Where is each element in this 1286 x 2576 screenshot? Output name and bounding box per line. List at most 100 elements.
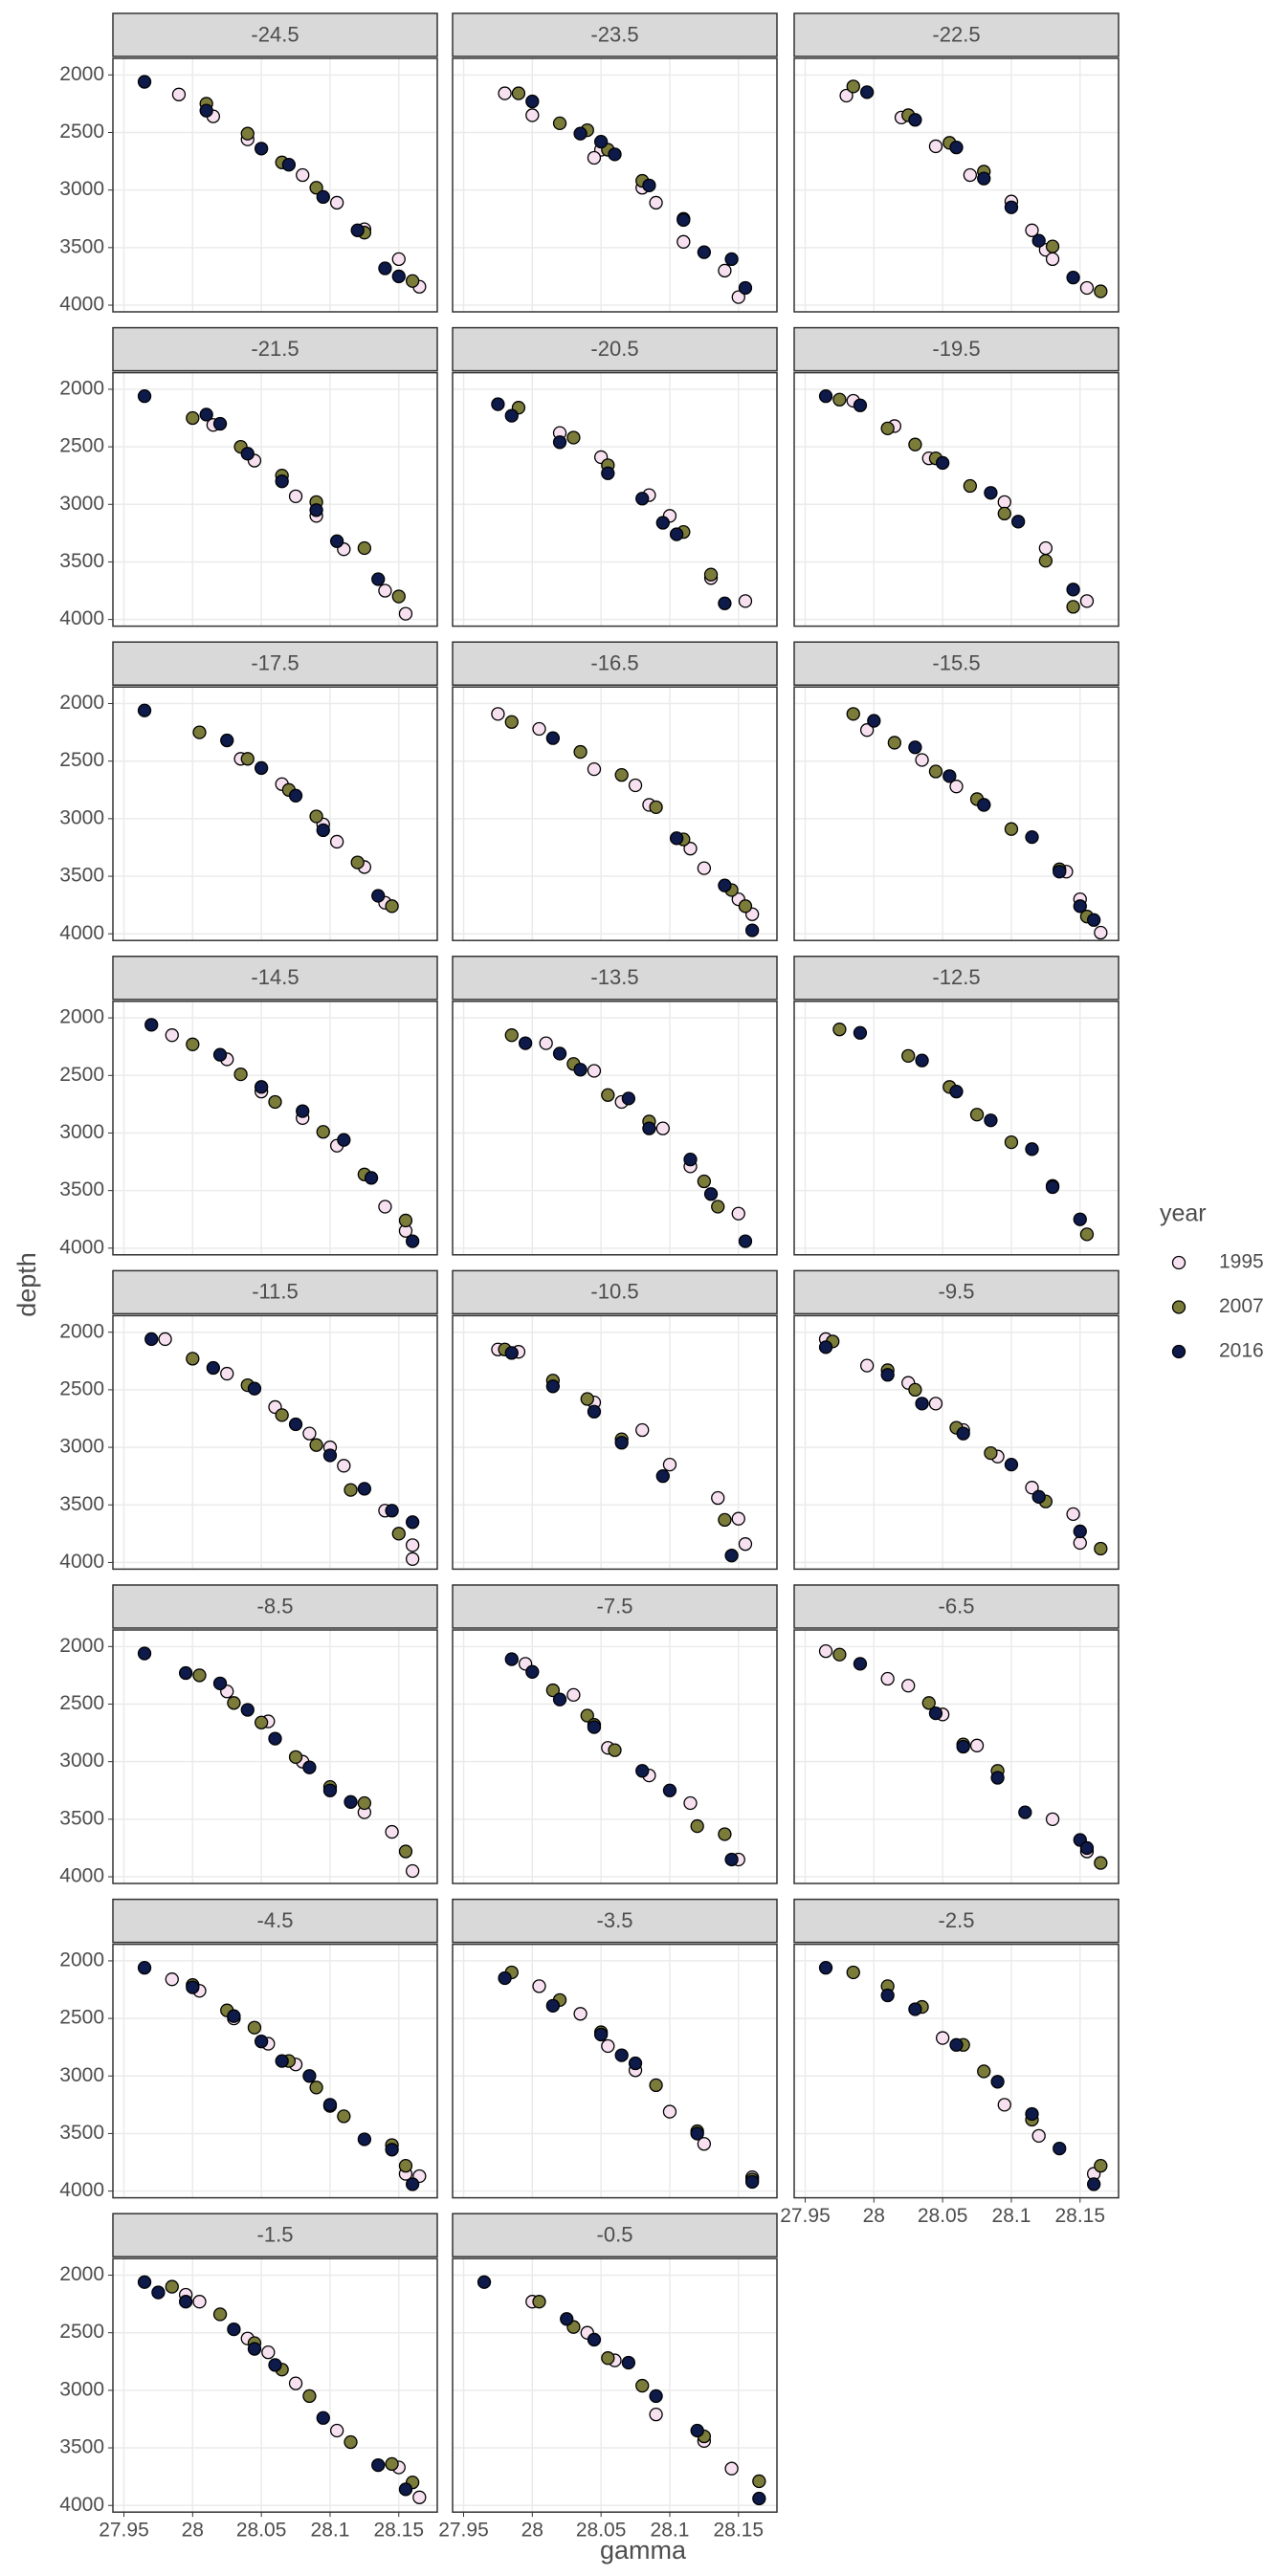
point xyxy=(288,788,303,803)
point xyxy=(662,1457,677,1472)
point xyxy=(963,478,978,494)
point xyxy=(738,594,753,608)
y-tick-label: 4000 xyxy=(59,607,104,629)
x-tick-label: 28.15 xyxy=(1054,2205,1105,2227)
facet-title: -21.5 xyxy=(251,337,299,361)
point xyxy=(832,1023,847,1037)
point xyxy=(635,1764,650,1778)
panel xyxy=(453,1001,777,1255)
point xyxy=(880,1988,895,2003)
panel-border xyxy=(452,1943,778,2199)
point xyxy=(738,1234,753,1248)
point xyxy=(518,1036,533,1050)
point xyxy=(1073,1535,1087,1551)
x-axis-title: gamma xyxy=(600,2536,687,2565)
point xyxy=(1079,594,1095,608)
point xyxy=(227,2009,241,2023)
strip xyxy=(452,326,778,372)
point xyxy=(635,2378,650,2393)
point xyxy=(990,1771,1005,1785)
strip xyxy=(452,956,778,1001)
panel-border xyxy=(793,1629,1120,1884)
point xyxy=(247,2342,262,2356)
point xyxy=(573,744,588,760)
x-tick-label: 28.15 xyxy=(373,2520,424,2542)
strip xyxy=(452,1269,778,1315)
point xyxy=(206,1360,221,1376)
point xyxy=(601,1088,615,1102)
point xyxy=(532,721,546,737)
point xyxy=(137,389,152,404)
point xyxy=(212,416,228,431)
point xyxy=(1094,1856,1108,1870)
point xyxy=(928,1706,943,1721)
point xyxy=(137,703,152,717)
facet-title: -22.5 xyxy=(932,22,980,46)
facet-title: -20.5 xyxy=(590,337,638,361)
point xyxy=(839,88,854,103)
x-tick-label: 28.1 xyxy=(311,2520,350,2542)
point xyxy=(199,103,213,118)
panel-border xyxy=(793,57,1120,313)
point xyxy=(593,2027,609,2042)
point xyxy=(309,809,323,824)
point xyxy=(724,1852,739,1867)
point xyxy=(405,1538,420,1552)
point xyxy=(969,1738,985,1752)
point xyxy=(818,1643,833,1659)
panel-border xyxy=(793,1001,1120,1256)
panel-border xyxy=(452,57,778,313)
panel xyxy=(453,1315,777,1570)
point xyxy=(1053,2141,1067,2156)
point xyxy=(364,1171,379,1185)
facet-title: -0.5 xyxy=(597,2223,633,2247)
y-tick-label: 3500 xyxy=(59,1807,104,1829)
point xyxy=(532,2295,546,2309)
point xyxy=(552,1046,567,1061)
point xyxy=(378,583,392,598)
point xyxy=(859,1358,875,1373)
point xyxy=(818,389,833,404)
point xyxy=(288,2376,303,2390)
point xyxy=(371,889,386,903)
point xyxy=(949,780,964,794)
panel xyxy=(113,2258,437,2513)
y-tick-label: 2000 xyxy=(59,1006,104,1028)
point xyxy=(405,1515,420,1530)
point xyxy=(573,126,588,141)
point xyxy=(738,280,753,296)
point xyxy=(268,1094,282,1110)
point xyxy=(614,1436,629,1450)
facet-title: -3.5 xyxy=(597,1908,633,1932)
point xyxy=(151,2285,166,2300)
point xyxy=(1004,200,1019,214)
point xyxy=(928,764,943,779)
panel-border xyxy=(452,1629,778,1884)
point xyxy=(254,1080,269,1094)
point xyxy=(928,1397,943,1411)
point xyxy=(846,707,860,721)
point xyxy=(977,2064,991,2079)
point xyxy=(731,1206,745,1221)
point xyxy=(247,1381,262,1396)
point xyxy=(683,842,698,856)
point xyxy=(288,1750,303,1765)
point xyxy=(288,1417,303,1432)
point xyxy=(254,760,269,776)
point xyxy=(683,1153,698,1167)
point xyxy=(391,589,406,604)
panel-border xyxy=(112,2257,438,2513)
point xyxy=(378,261,392,275)
point xyxy=(405,2177,420,2191)
point xyxy=(1079,1227,1095,1242)
point xyxy=(587,150,602,165)
y-tick-label: 4000 xyxy=(59,1551,104,1573)
point xyxy=(275,2054,289,2068)
strip xyxy=(112,12,438,57)
y-tick-label: 2500 xyxy=(59,2321,104,2343)
point xyxy=(322,2098,338,2112)
point xyxy=(731,1511,745,1526)
point xyxy=(212,2307,228,2322)
strip xyxy=(452,1584,778,1629)
point xyxy=(908,113,922,127)
